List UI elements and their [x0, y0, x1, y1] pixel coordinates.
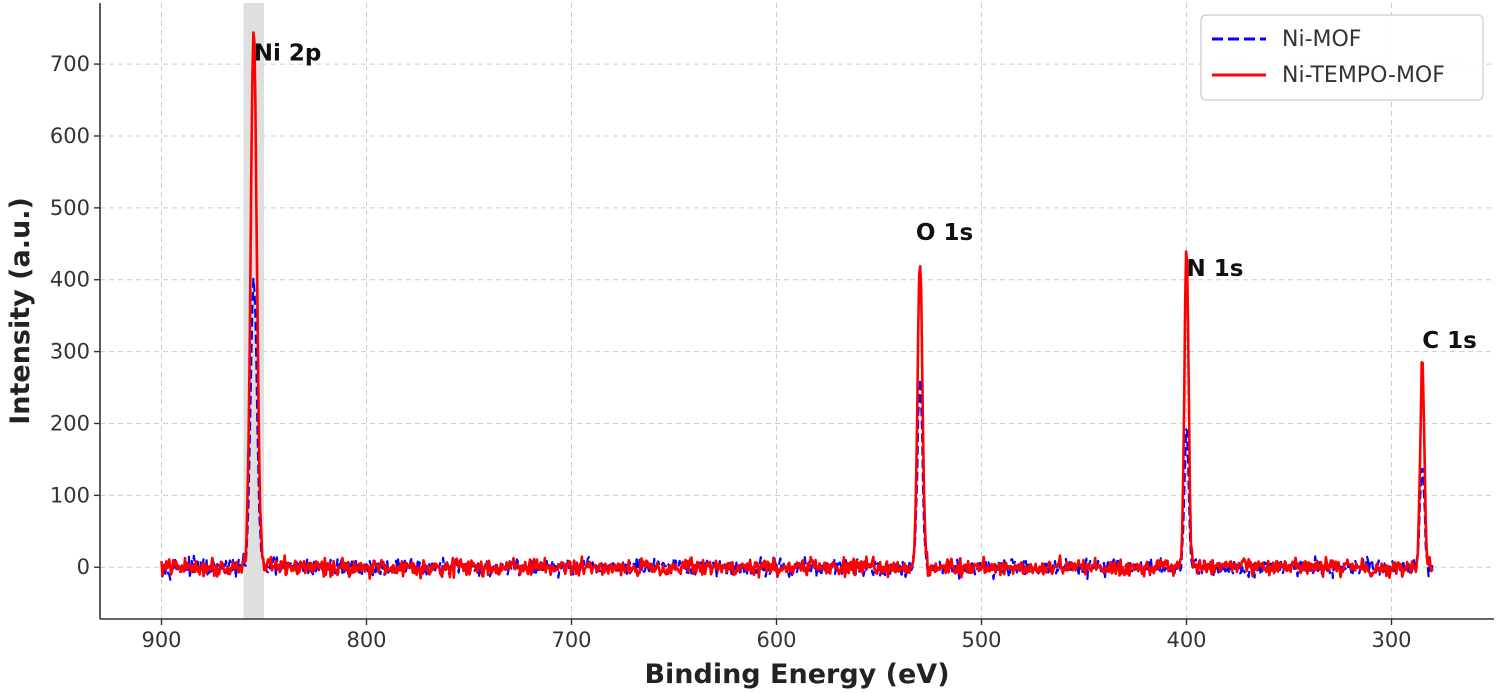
legend-label-ni-mof: Ni-MOF [1282, 27, 1361, 52]
y-tick-label: 600 [50, 124, 90, 148]
y-tick-label: 500 [50, 196, 90, 220]
y-tick-label: 700 [50, 52, 90, 76]
x-tick-label: 500 [961, 628, 1001, 652]
x-tick-label: 300 [1371, 628, 1411, 652]
x-tick-label: 700 [551, 628, 591, 652]
y-axis-label: Intensity (a.u.) [5, 197, 36, 425]
x-tick-label: 600 [756, 628, 796, 652]
y-tick-label: 300 [50, 340, 90, 364]
legend-frame [1200, 14, 1484, 101]
y-tick-label: 400 [50, 268, 90, 292]
ticks-layer: 900 800 700 600 500 400 300 0 100 200 300 400 500 600… [50, 52, 1412, 652]
y-tick-label: 100 [50, 483, 90, 507]
x-tick-label: 800 [346, 628, 386, 652]
plot-area-background [100, 3, 1494, 619]
x-axis-label: Binding Energy (eV) [644, 659, 949, 690]
peak-annotation-ni-2p: Ni 2p [254, 41, 322, 67]
x-tick-label: 900 [141, 628, 181, 652]
peak-annotation-n-1s: N 1s [1187, 256, 1244, 282]
peak-annotation-c-1s: C 1s [1422, 328, 1477, 354]
y-tick-label: 200 [50, 411, 90, 435]
annotation-layer: Ni 2p O 1s N 1s C 1s [254, 41, 1477, 355]
x-tick-label: 400 [1166, 628, 1206, 652]
legend: Ni-MOF Ni-TEMPO-MOF [1200, 14, 1484, 101]
y-tick-label: 0 [77, 555, 90, 579]
peak-annotation-o-1s: O 1s [916, 220, 973, 246]
series-layer [160, 31, 1434, 581]
series-line-ni-tempo-mof [160, 31, 1434, 580]
legend-label-ni-tempo-mof: Ni-TEMPO-MOF [1282, 63, 1445, 88]
axes-layer [99, 3, 1494, 620]
